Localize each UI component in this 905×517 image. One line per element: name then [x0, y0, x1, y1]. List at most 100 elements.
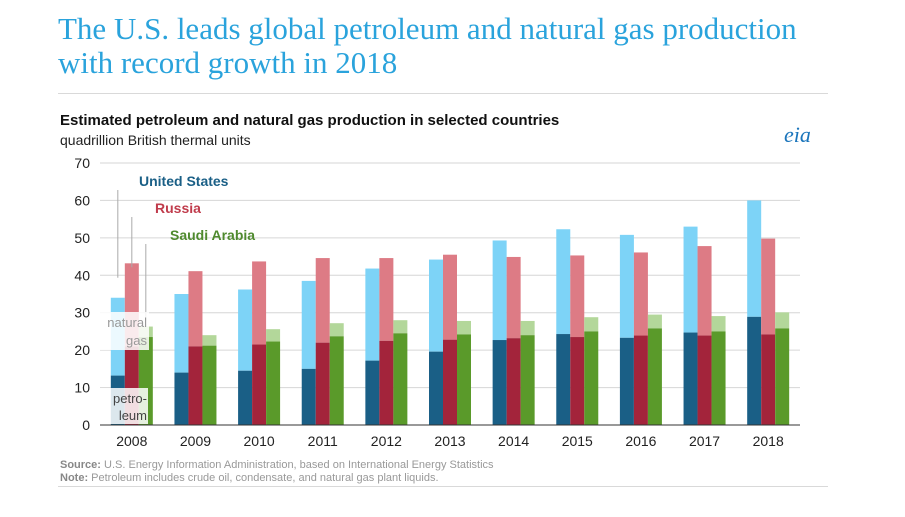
source-line: Source: U.S. Energy Information Administ… — [60, 459, 494, 471]
series-label: United States — [139, 173, 229, 189]
bar-natural-gas — [506, 256, 521, 339]
source-text: U.S. Energy Information Administration, … — [104, 459, 494, 471]
bar-petroleum — [747, 316, 762, 425]
bar-natural-gas — [202, 335, 217, 346]
x-tick-label: 2016 — [625, 433, 656, 449]
bar-petroleum — [492, 340, 507, 425]
bar-petroleum — [683, 332, 698, 425]
bar-petroleum — [457, 334, 471, 425]
natural-gas-label-bg — [96, 312, 149, 350]
bar-petroleum — [266, 341, 281, 425]
bar-petroleum — [775, 328, 790, 425]
bar-petroleum — [252, 344, 267, 425]
x-tick-label: 2013 — [434, 433, 465, 449]
bar-natural-gas — [393, 320, 408, 334]
natural-gas-label: gas — [126, 333, 147, 348]
bar-natural-gas — [683, 226, 698, 333]
chart-units: quadrillion British thermal units — [60, 132, 251, 148]
y-tick-label: 40 — [74, 267, 90, 283]
bar-natural-gas — [379, 258, 394, 341]
bar-petroleum — [379, 340, 394, 425]
bar-petroleum — [711, 331, 726, 425]
bar-petroleum — [365, 360, 380, 425]
bar-natural-gas — [429, 259, 443, 352]
bar-petroleum — [238, 370, 253, 425]
x-tick-label: 2008 — [116, 433, 147, 449]
chart-title: Estimated petroleum and natural gas prod… — [60, 112, 560, 129]
series-label: Saudi Arabia — [170, 227, 255, 243]
x-tick-label: 2009 — [180, 433, 211, 449]
bar-petroleum — [429, 351, 443, 425]
footer-divider — [58, 486, 828, 487]
x-tick-label: 2011 — [308, 433, 338, 449]
note-text: Petroleum includes crude oil, condensate… — [91, 472, 439, 484]
y-tick-label: 60 — [74, 192, 90, 208]
y-tick-label: 70 — [74, 155, 90, 171]
y-tick-label: 20 — [74, 342, 90, 358]
y-tick-label: 10 — [74, 380, 90, 396]
x-tick-label: 2012 — [371, 433, 402, 449]
bar-petroleum — [556, 334, 571, 425]
bar-petroleum — [315, 342, 330, 425]
source-label: Source: — [60, 459, 101, 471]
bar-petroleum — [520, 335, 535, 425]
bar-natural-gas — [301, 280, 316, 369]
bar-natural-gas — [520, 320, 535, 336]
note-label: Note: — [60, 472, 89, 484]
bar-natural-gas — [315, 258, 330, 343]
bar-natural-gas — [633, 252, 648, 336]
bar-petroleum — [393, 333, 408, 425]
bar-petroleum — [188, 346, 203, 425]
bar-petroleum — [619, 337, 634, 425]
y-tick-label: 30 — [74, 305, 90, 321]
bar-natural-gas — [174, 294, 189, 373]
bar-petroleum — [633, 335, 648, 425]
bar-petroleum — [174, 372, 189, 425]
bar-natural-gas — [619, 234, 634, 338]
bar-natural-gas — [443, 254, 457, 340]
bar-natural-gas — [556, 229, 571, 335]
y-tick-label: 0 — [82, 417, 90, 433]
natural-gas-label: natural — [107, 315, 147, 330]
bar-natural-gas — [329, 323, 344, 337]
bar-natural-gas — [570, 255, 585, 338]
x-tick-label: 2018 — [753, 433, 784, 449]
petroleum-label: petro- — [113, 391, 147, 406]
note-line: Note: Petroleum includes crude oil, cond… — [60, 472, 439, 484]
x-tick-label: 2014 — [498, 433, 529, 449]
bar-petroleum — [761, 334, 776, 425]
bar-natural-gas — [188, 271, 203, 347]
bar-natural-gas — [697, 246, 712, 336]
bar-natural-gas — [647, 314, 662, 329]
x-tick-label: 2010 — [244, 433, 275, 449]
bar-natural-gas — [252, 261, 267, 345]
bar-petroleum — [584, 331, 599, 425]
bar-petroleum — [329, 336, 344, 425]
bar-natural-gas — [761, 238, 776, 335]
x-tick-label: 2017 — [689, 433, 720, 449]
petroleum-label-bg — [98, 388, 148, 424]
bar-natural-gas — [238, 289, 253, 371]
bar-natural-gas — [266, 329, 281, 342]
bar-petroleum — [647, 328, 662, 425]
bar-petroleum — [443, 339, 457, 425]
petroleum-label: leum — [119, 408, 147, 423]
bar-natural-gas — [711, 316, 726, 332]
eia-logo: eia — [784, 122, 811, 147]
y-tick-label: 50 — [74, 230, 90, 246]
bar-petroleum — [202, 345, 217, 425]
headline: The U.S. leads global petroleum and natu… — [58, 11, 797, 80]
bar-natural-gas — [747, 200, 762, 317]
bar-natural-gas — [492, 240, 507, 341]
bar-petroleum — [506, 338, 521, 425]
x-tick-label: 2015 — [562, 433, 593, 449]
bar-natural-gas — [584, 317, 599, 332]
bar-natural-gas — [365, 268, 380, 361]
header-divider — [58, 93, 828, 94]
bar-petroleum — [301, 368, 316, 425]
bar-natural-gas — [775, 312, 790, 329]
series-label: Russia — [155, 200, 201, 216]
bar-petroleum — [570, 337, 585, 425]
bar-natural-gas — [457, 320, 471, 335]
